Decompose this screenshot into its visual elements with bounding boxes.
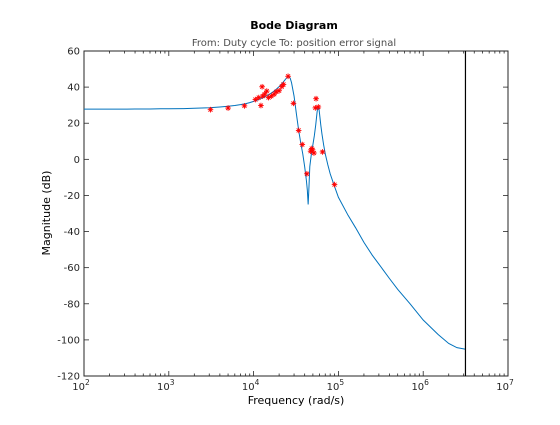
x-tick-exponent: 3 xyxy=(170,378,175,387)
plot-area xyxy=(83,50,509,377)
x-axis-label: Frequency (rad/s) xyxy=(248,394,345,407)
x-tick-label: 104 xyxy=(242,378,260,393)
series-layer xyxy=(84,73,466,350)
y-tick-label: -120 xyxy=(57,372,80,383)
measured-point-marker xyxy=(268,93,275,99)
x-tick-base: 10 xyxy=(496,382,509,393)
x-tick-label: 103 xyxy=(157,378,175,393)
measured-point-marker xyxy=(285,73,291,80)
y-tick-label: -60 xyxy=(64,263,80,274)
y-tick-label: 0 xyxy=(74,155,80,166)
measured-point-marker xyxy=(280,81,287,88)
x-axis-ticks: 102 103 104 105 106 107 xyxy=(72,51,514,393)
x-tick-base: 10 xyxy=(72,382,85,393)
measured-point-marker xyxy=(261,91,268,97)
x-tick-base: 10 xyxy=(327,382,340,393)
measured-point-marker xyxy=(276,87,282,94)
measured-point-marker xyxy=(258,102,264,109)
x-tick-base: 10 xyxy=(157,382,170,393)
x-tick-exponent: 4 xyxy=(255,378,260,387)
measured-point-marker xyxy=(331,181,338,188)
measured-point-marker xyxy=(263,88,270,94)
x-tick-label: 107 xyxy=(496,378,514,393)
x-tick-label: 105 xyxy=(327,378,345,393)
x-tick-base: 10 xyxy=(242,382,255,393)
x-tick-label: 102 xyxy=(72,378,90,393)
x-tick-exponent: 2 xyxy=(85,378,90,387)
y-tick-label: 40 xyxy=(67,83,80,94)
x-tick-exponent: 6 xyxy=(424,378,429,387)
x-tick-exponent: 5 xyxy=(339,378,344,387)
measured-point-marker xyxy=(207,106,214,113)
chart-subtitle: From: Duty cycle To: position error sign… xyxy=(192,38,396,49)
y-axis-label: Magnitude (dB) xyxy=(40,171,53,256)
measured-point-marker xyxy=(295,127,302,134)
y-tick-label: 60 xyxy=(67,47,80,58)
y-tick-label: -100 xyxy=(57,335,80,346)
measured-point-marker xyxy=(319,149,326,155)
measured-point-marker xyxy=(311,150,317,156)
measured-point-marker xyxy=(225,105,231,111)
measured-point-marker xyxy=(304,170,310,177)
x-tick-base: 10 xyxy=(411,382,424,393)
measured-point-marker xyxy=(299,141,306,148)
measured-point-marker xyxy=(259,83,265,90)
y-tick-label: -20 xyxy=(64,191,80,202)
measured-point-marker xyxy=(315,104,322,110)
measured-point-marker xyxy=(290,100,297,107)
measured-point-marker xyxy=(265,94,272,101)
measured-point-marker xyxy=(313,95,319,102)
x-tick-label: 106 xyxy=(411,378,429,393)
measured-point-marker xyxy=(241,103,248,109)
chart-title: Bode Diagram xyxy=(250,19,338,32)
y-axis-ticks: 60 40 20 0 -20 -40 -60 -80 -100 -120 xyxy=(57,47,508,383)
y-tick-label: 20 xyxy=(67,119,80,130)
x-tick-exponent: 7 xyxy=(509,378,514,387)
y-tick-label: -40 xyxy=(64,227,80,238)
y-tick-label: -80 xyxy=(64,299,80,310)
